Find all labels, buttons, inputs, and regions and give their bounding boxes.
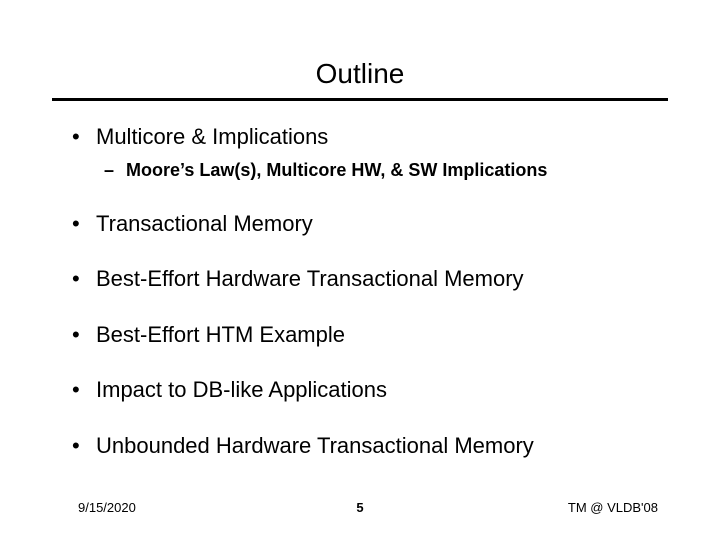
list-item: Unbounded Hardware Transactional Memory: [68, 432, 652, 460]
bullet-text: Best-Effort Hardware Transactional Memor…: [96, 266, 524, 291]
content-region: Multicore & Implications Moore’s Law(s),…: [0, 101, 720, 459]
footer-date: 9/15/2020: [78, 500, 136, 515]
slide: Outline Multicore & Implications Moore’s…: [0, 0, 720, 540]
list-item: Best-Effort Hardware Transactional Memor…: [68, 265, 652, 293]
bullet-text: Multicore & Implications: [96, 124, 328, 149]
footer: 9/15/2020 5 TM @ VLDB'08: [0, 500, 720, 518]
footer-page-number: 5: [356, 500, 363, 515]
sub-list-item: Moore’s Law(s), Multicore HW, & SW Impli…: [96, 159, 652, 182]
title-region: Outline: [0, 0, 720, 90]
list-item: Impact to DB-like Applications: [68, 376, 652, 404]
list-item: Multicore & Implications Moore’s Law(s),…: [68, 123, 652, 182]
bullet-text: Impact to DB-like Applications: [96, 377, 387, 402]
bullet-text: Transactional Memory: [96, 211, 313, 236]
sub-bullet-list: Moore’s Law(s), Multicore HW, & SW Impli…: [96, 159, 652, 182]
list-item: Best-Effort HTM Example: [68, 321, 652, 349]
bullet-list: Multicore & Implications Moore’s Law(s),…: [68, 123, 652, 459]
slide-title: Outline: [316, 58, 405, 90]
list-item: Transactional Memory: [68, 210, 652, 238]
bullet-text: Best-Effort HTM Example: [96, 322, 345, 347]
footer-venue: TM @ VLDB'08: [568, 500, 658, 515]
bullet-text: Unbounded Hardware Transactional Memory: [96, 433, 534, 458]
sub-bullet-text: Moore’s Law(s), Multicore HW, & SW Impli…: [126, 160, 547, 180]
